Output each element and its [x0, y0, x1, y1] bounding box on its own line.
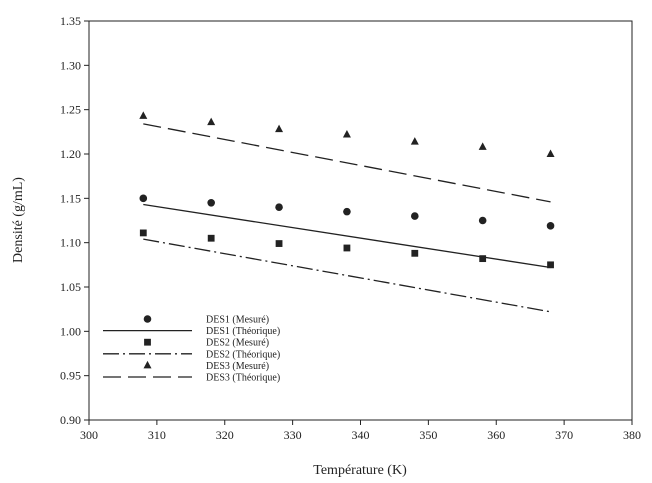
y-tick-label-9: 1.35 [60, 14, 81, 28]
y-tick-label-7: 1.25 [60, 103, 81, 117]
series-4-point-2 [275, 124, 284, 133]
series-2-point-5 [479, 255, 487, 263]
series-2-point-3 [343, 244, 351, 252]
series-line-3 [143, 238, 551, 313]
y-tick-label-6: 1.20 [60, 147, 81, 161]
legend-entry-3: DES2 (Théorique) [103, 349, 280, 360]
series-0-point-0 [139, 194, 148, 203]
series-2-point-4 [411, 249, 419, 257]
series-0-point-1 [207, 198, 215, 207]
x-tick-label-2: 320 [216, 428, 234, 442]
y-tick-label-2: 1.00 [60, 324, 81, 338]
legend-label-0: DES1 (Mesuré) [206, 315, 269, 326]
y-tick-label-3: 1.05 [60, 280, 81, 294]
y-tick-label-4: 1.10 [60, 236, 81, 250]
legend-label-2: DES2 (Mesuré) [206, 338, 269, 349]
series-5 [143, 123, 551, 203]
x-tick-label-8: 380 [623, 428, 641, 442]
x-tick-label-5: 350 [419, 428, 437, 442]
legend-label-5: DES3 (Théorique) [206, 373, 280, 384]
y-tick-label-8: 1.30 [60, 58, 81, 72]
series-2-point-1 [207, 234, 215, 242]
series-line-5 [143, 123, 551, 203]
legend-swatch-2 [144, 338, 151, 346]
series-0 [139, 194, 555, 230]
y-tick-label-0: 0.90 [60, 413, 81, 427]
x-tick-label-4: 340 [352, 428, 370, 442]
y-tick-label-5: 1.15 [60, 191, 81, 205]
legend-entry-5: DES3 (Théorique) [103, 373, 280, 384]
series-0-point-4 [411, 212, 419, 220]
x-axis-ticks: 300 310 320 330 340 350 360 370 380 [80, 420, 641, 442]
legend: DES1 (Mesuré)DES1 (Théorique)DES2 (Mesur… [103, 315, 280, 384]
series-4-point-5 [478, 142, 487, 150]
series-2 [139, 229, 554, 269]
x-tick-label-7: 370 [555, 428, 573, 442]
legend-label-1: DES1 (Théorique) [206, 326, 280, 337]
series-4-point-1 [207, 117, 216, 126]
y-tick-label-1: 0.95 [60, 369, 81, 383]
legend-swatch-4 [143, 360, 152, 369]
x-axis-label: Température (K) [313, 463, 407, 478]
series-4-point-6 [546, 149, 555, 157]
series-3 [143, 238, 551, 313]
series-4-point-4 [410, 137, 419, 145]
legend-label-4: DES3 (Mesuré) [206, 361, 269, 372]
x-tick-label-3: 330 [284, 428, 302, 442]
legend-entry-2: DES2 (Mesuré) [144, 338, 269, 349]
x-tick-label-6: 360 [487, 428, 505, 442]
series-4-point-3 [342, 129, 351, 138]
legend-entry-1: DES1 (Théorique) [103, 326, 280, 337]
x-tick-label-0: 300 [80, 428, 98, 442]
plot-frame [88, 20, 633, 421]
series-2-point-0 [139, 229, 147, 237]
y-axis-ticks: 0.90 0.95 1.00 1.05 1.10 1.15 1.20 1.25 1.30 1.35 [60, 14, 89, 427]
legend-label-3: DES2 (Théorique) [206, 349, 280, 360]
series-2-point-6 [547, 261, 554, 269]
series-layer [139, 111, 555, 313]
legend-entry-0: DES1 (Mesuré) [143, 315, 269, 326]
legend-entry-4: DES3 (Mesuré) [143, 360, 269, 372]
series-2-point-2 [275, 240, 283, 247]
y-axis-label: Densité (g/mL) [11, 177, 26, 263]
series-4-point-0 [139, 111, 148, 119]
series-4 [139, 111, 555, 157]
series-0-point-2 [275, 203, 283, 211]
series-0-point-6 [546, 222, 555, 230]
legend-swatch-0 [143, 315, 152, 323]
series-0-point-3 [343, 207, 351, 216]
series-0-point-5 [478, 216, 487, 225]
x-tick-label-1: 310 [148, 428, 166, 442]
